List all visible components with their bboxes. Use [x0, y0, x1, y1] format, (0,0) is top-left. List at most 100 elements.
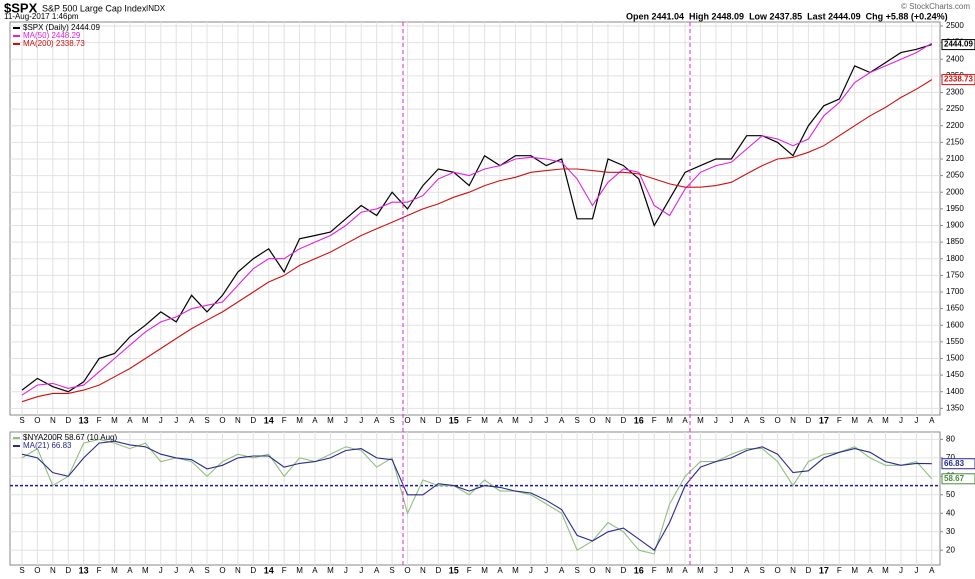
x-tick-label: S [574, 566, 579, 575]
x-tick-label: D [250, 416, 256, 425]
x-tick-label: J [544, 566, 548, 575]
x-tick-label: A [312, 416, 318, 425]
end-tag-label: 58.67 [944, 474, 965, 483]
x-tick-label: M [327, 566, 334, 575]
x-tick-label: M [512, 566, 519, 575]
x-tick-label: 15 [449, 565, 459, 575]
y-tick-label: 1700 [946, 287, 964, 296]
legend-entry: MA(200) 2338.73 [23, 39, 85, 48]
x-tick-label: A [867, 566, 873, 575]
x-tick-label: M [512, 416, 519, 425]
x-tick-label: F [282, 416, 287, 425]
y-tick-label: 2200 [946, 121, 964, 130]
x-tick-label: M [697, 416, 704, 425]
y-tick-label: 1600 [946, 320, 964, 329]
end-tag-label: 66.83 [944, 459, 965, 468]
series-line [21, 42, 933, 396]
x-tick-label: J [729, 566, 733, 575]
x-tick-label: S [759, 566, 764, 575]
y-tick-label: 1400 [946, 387, 964, 396]
x-tick-label: A [867, 416, 873, 425]
x-tick-label: M [142, 566, 149, 575]
x-tick-label: S [389, 566, 394, 575]
end-tag-box [941, 458, 975, 470]
x-tick-label: D [806, 416, 812, 425]
y-tick-label: 40 [946, 508, 955, 517]
x-tick-label: J [359, 416, 363, 425]
x-tick-label: M [296, 416, 303, 425]
legend-entry: $NYA200R 58.67 (10 Aug) [23, 433, 117, 442]
quote: Open 2441.04 High 2448.09 Low 2437.85 La… [626, 11, 948, 21]
x-tick-label: J [529, 566, 533, 575]
x-tick-label: M [851, 566, 858, 575]
x-tick-label: M [697, 566, 704, 575]
x-tick-label: J [344, 566, 348, 575]
x-tick-label: J [914, 416, 918, 425]
x-tick-label: 17 [819, 565, 829, 575]
x-tick-label: J [159, 566, 163, 575]
x-tick-label: 15 [449, 415, 459, 425]
x-tick-label: J [344, 416, 348, 425]
y-tick-label: 70 [946, 453, 955, 462]
x-tick-label: N [420, 566, 426, 575]
x-tick-label: D [65, 416, 71, 425]
x-tick-label: S [204, 566, 209, 575]
x-tick-label: J [359, 566, 363, 575]
x-tick-label: J [899, 416, 903, 425]
end-tag-box [941, 74, 975, 86]
y-tick-label: 1650 [946, 304, 964, 313]
y-tick-label: 2050 [946, 171, 964, 180]
x-tick-label: 16 [634, 415, 644, 425]
y-tick-label: 1500 [946, 354, 964, 363]
x-tick-label: A [929, 416, 935, 425]
plot-area [9, 431, 941, 566]
y-tick-label: 2250 [946, 104, 964, 113]
x-tick-label: A [744, 416, 750, 425]
x-tick-label: A [127, 416, 133, 425]
x-tick-label: D [435, 566, 441, 575]
y-tick-label: 1450 [946, 370, 964, 379]
x-tick-label: F [652, 566, 657, 575]
x-tick-label: D [620, 566, 626, 575]
x-tick-label: 13 [79, 415, 89, 425]
x-tick-label: A [682, 416, 688, 425]
x-tick-label: 17 [819, 415, 829, 425]
x-tick-label: D [435, 416, 441, 425]
x-tick-label: M [327, 416, 334, 425]
x-tick-label: A [374, 566, 380, 575]
x-tick-label: D [806, 566, 812, 575]
x-tick-label: O [589, 416, 595, 425]
y-tick-label: 20 [946, 545, 955, 554]
y-tick-label: 1900 [946, 221, 964, 230]
y-tick-label: 2500 [946, 21, 964, 30]
x-tick-label: S [204, 416, 209, 425]
x-tick-label: M [296, 566, 303, 575]
series-line [21, 440, 932, 552]
x-tick-label: M [851, 416, 858, 425]
plot-area [9, 21, 941, 416]
x-tick-label: O [404, 416, 410, 425]
x-tick-label: A [559, 566, 565, 575]
x-tick-label: J [714, 416, 718, 425]
x-tick-label: M [666, 416, 673, 425]
series-line [21, 79, 933, 403]
x-tick-label: D [250, 566, 256, 575]
y-tick-label: 1550 [946, 337, 964, 346]
x-tick-label: A [744, 566, 750, 575]
x-tick-label: J [729, 416, 733, 425]
x-tick-label: A [127, 566, 133, 575]
x-tick-label: O [219, 416, 225, 425]
end-tag-box [941, 39, 975, 51]
x-tick-label: N [50, 416, 56, 425]
x-tick-label: A [559, 416, 565, 425]
end-tag-box [941, 473, 975, 485]
x-tick-label: J [899, 566, 903, 575]
x-tick-label: A [374, 416, 380, 425]
x-tick-label: 14 [264, 415, 274, 425]
x-tick-label: N [790, 416, 796, 425]
x-tick-label: N [420, 416, 426, 425]
x-tick-label: O [589, 566, 595, 575]
y-tick-label: 1950 [946, 204, 964, 213]
x-tick-label: M [111, 416, 118, 425]
